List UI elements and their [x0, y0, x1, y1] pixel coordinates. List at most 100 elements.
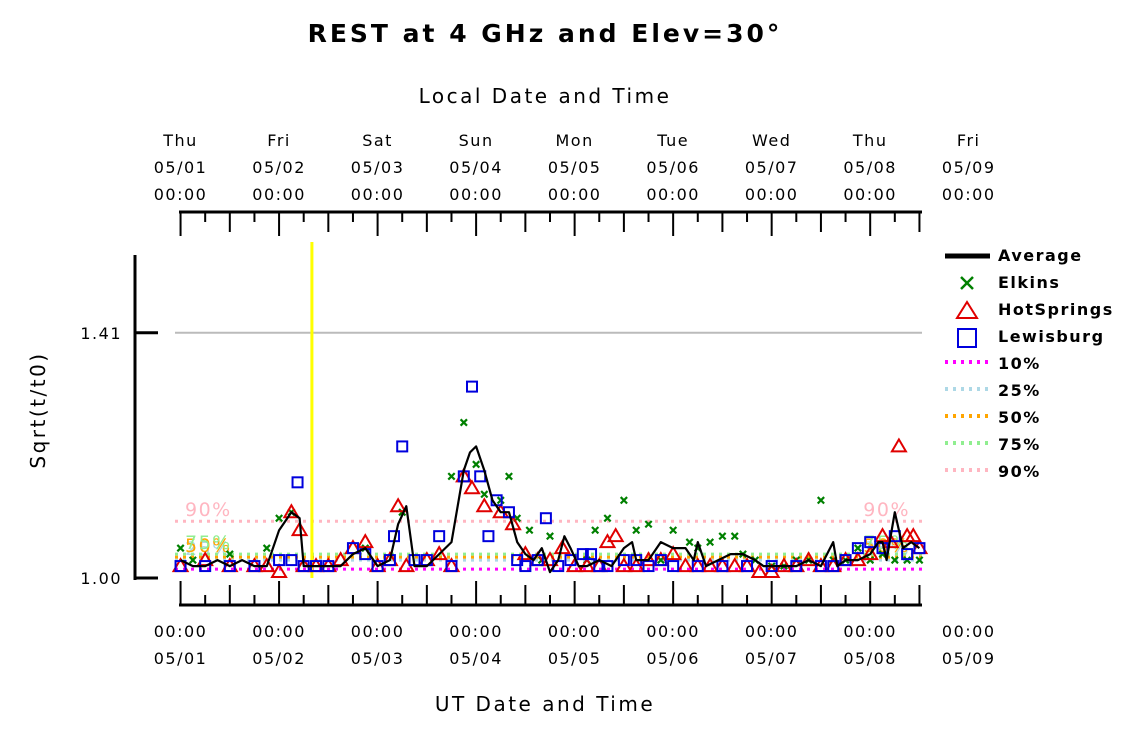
elkins-mark-stroke: [890, 556, 899, 565]
elkins-point: [915, 556, 924, 565]
legend-label: Average: [998, 246, 1083, 265]
percentile-label-left: 90%: [185, 499, 232, 521]
top-tick-label: 05/08: [843, 158, 897, 177]
elkins-mark-stroke: [262, 544, 271, 553]
percentile-label-left: 50%: [185, 535, 232, 557]
elkins-mark-stroke: [669, 526, 678, 535]
elkins-point: [669, 526, 678, 535]
bottom-tick-label: 00:00: [548, 622, 602, 641]
hotsprings-point: [516, 545, 535, 561]
legend-label: HotSprings: [998, 300, 1114, 319]
lewisburg-point: [445, 560, 458, 573]
elkins-mark-stroke: [472, 460, 481, 469]
legend-item-90pct: 90%: [945, 462, 1039, 481]
hotsprings-point: [606, 527, 625, 543]
lewisburg-point: [585, 548, 598, 561]
elkins-point: [447, 472, 456, 481]
top-tick-label: Fri: [267, 131, 291, 150]
lewisburg-point: [691, 560, 704, 573]
elkins-mark-stroke: [447, 472, 456, 481]
legend-item-lewisburg: Lewisburg: [957, 327, 1103, 348]
hotsprings-point: [475, 497, 494, 513]
y-tick-label: 1.00: [80, 569, 122, 588]
percentile-label-left: 25%: [185, 538, 232, 560]
elkins-point: [644, 520, 653, 529]
bottom-tick-label: 05/03: [351, 649, 405, 668]
elkins-mark-stroke: [591, 526, 600, 535]
elkins-mark-stroke: [915, 556, 924, 565]
hotsprings-point: [904, 527, 923, 543]
elkins-point: [718, 532, 727, 541]
lewisburg-point: [285, 554, 298, 567]
hotsprings-point: [282, 503, 301, 519]
top-tick-label: 05/06: [646, 158, 700, 177]
hotsprings-point: [553, 539, 572, 555]
elkins-point: [816, 496, 825, 505]
top-tick-label: 05/01: [154, 158, 208, 177]
top-tick-label: 00:00: [351, 185, 405, 204]
elkins-mark-stroke: [188, 556, 197, 565]
hotsprings-point: [463, 479, 481, 495]
lewisburg-point: [901, 548, 914, 561]
top-tick-label: 00:00: [548, 185, 602, 204]
elkins-mark-stroke: [816, 496, 825, 505]
elkins-mark-stroke: [176, 544, 185, 553]
lewisburg-point: [383, 554, 396, 567]
top-tick-label: 05/09: [942, 158, 996, 177]
lewisburg-point: [667, 560, 680, 573]
lewisburg-point: [371, 560, 384, 573]
elkins-point: [504, 472, 513, 481]
top-tick-label: Thu: [852, 131, 888, 150]
elkins-point: [706, 538, 715, 547]
legend-label: 10%: [998, 354, 1041, 373]
elkins-mark-stroke: [504, 472, 513, 481]
hotsprings-point: [890, 437, 908, 453]
top-tick-label: 05/03: [351, 158, 405, 177]
bottom-tick-label: 00:00: [449, 622, 503, 641]
bottom-tick-label: 00:00: [942, 622, 996, 641]
top-tick-label: Mon: [556, 131, 594, 150]
elkins-point: [176, 544, 185, 553]
lewisburg-point: [576, 548, 589, 561]
top-tick-label: Thu: [162, 131, 198, 150]
top-tick-label: 00:00: [646, 185, 700, 204]
lewisburg-point: [864, 536, 877, 549]
percentile-layer: 25% 25%50% 50%75% 75%90% 90%: [175, 499, 922, 571]
elkins-point: [890, 556, 899, 565]
top-tick-label: 00:00: [843, 185, 897, 204]
bottom-tick-label: 05/02: [252, 649, 306, 668]
hotsprings-point: [430, 545, 448, 561]
legend-item-25pct: 25%: [945, 381, 1041, 400]
legend-label: Elkins: [998, 273, 1060, 292]
hotsprings-point: [664, 545, 682, 561]
bottom-tick-label: 05/08: [843, 649, 897, 668]
series-lewisburg: [174, 380, 926, 573]
top-tick-label: 05/02: [252, 158, 306, 177]
bottom-tick-label: 05/09: [942, 649, 996, 668]
bottom-tick-label: 00:00: [646, 622, 700, 641]
series-elkins: [176, 418, 924, 571]
legend-item-average: Average: [945, 246, 1083, 265]
elkins-point: [480, 490, 489, 499]
legend-item-75pct: 75%: [945, 435, 1041, 454]
hotsprings-point: [676, 557, 695, 573]
lewisburg-point: [716, 560, 729, 573]
lewisburg-point: [814, 560, 827, 573]
elkins-point: [546, 532, 554, 541]
elkins-point: [459, 418, 468, 427]
elkins-point: [188, 556, 197, 565]
legend-label: 75%: [998, 435, 1041, 454]
bottom-tick-label: 00:00: [154, 622, 208, 641]
bottom-tick-label: 05/07: [745, 649, 799, 668]
hotsprings-point: [725, 557, 744, 573]
bottom-tick-label: 05/01: [154, 649, 208, 668]
top-tick-label: Fri: [957, 131, 981, 150]
elkins-mark-stroke: [718, 532, 727, 541]
lewisburg-point: [466, 380, 479, 393]
legend-label: 25%: [998, 381, 1041, 400]
lewisburg-point: [539, 512, 552, 525]
lewisburg-point: [433, 530, 446, 543]
lewisburg-point: [617, 554, 630, 567]
elkins-mark-stroke: [706, 538, 715, 547]
